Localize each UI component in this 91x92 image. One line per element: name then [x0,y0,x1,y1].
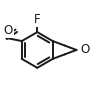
Text: F: F [34,13,41,26]
Text: O: O [80,43,90,56]
Text: O: O [4,24,13,37]
